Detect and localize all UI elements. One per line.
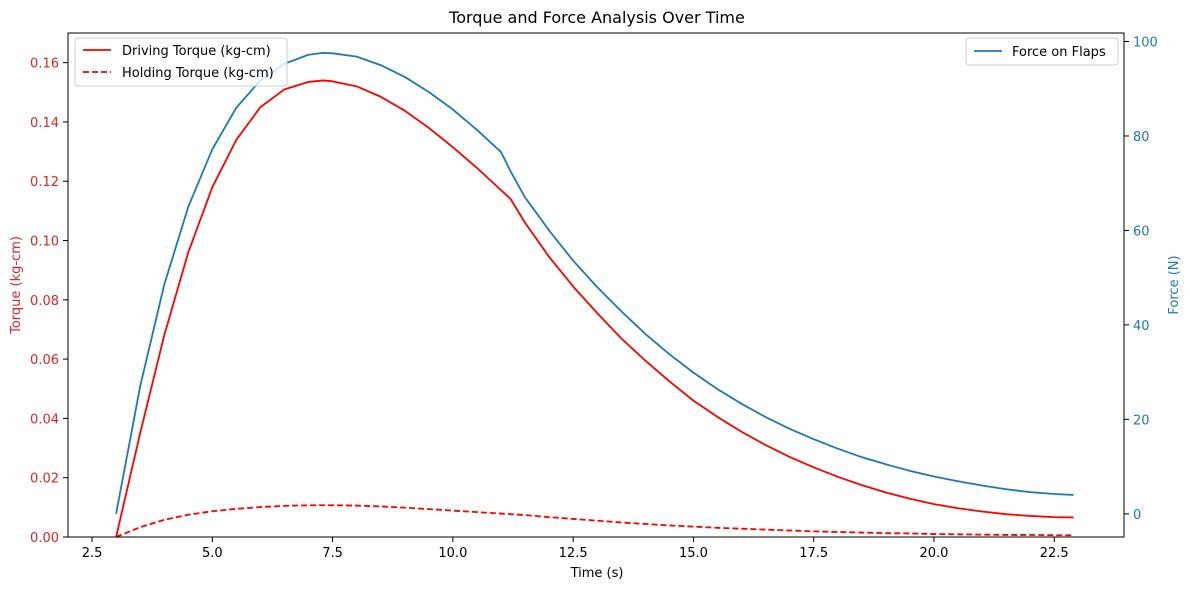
chart-title: Torque and Force Analysis Over Time	[448, 8, 745, 27]
right-y-tick-label: 80	[1133, 130, 1150, 145]
plot-frame	[67, 32, 1125, 538]
left-y-tick-label: 0.14	[30, 116, 59, 131]
x-tick-label: 2.5	[82, 546, 103, 561]
left-y-tick-label: 0.00	[30, 531, 59, 546]
x-tick-label: 15.0	[679, 546, 708, 561]
x-tick-label: 20.0	[919, 546, 948, 561]
right-y-tick-label: 20	[1133, 413, 1150, 428]
left-y-tick-label: 0.10	[30, 235, 59, 250]
left-y-tick-label: 0.16	[30, 57, 59, 72]
driving-torque-line	[115, 79, 1074, 538]
x-axis-label: Time (s)	[570, 566, 624, 581]
legend-driving-torque-label: Driving Torque (kg-cm)	[122, 44, 271, 59]
x-tick-label: 17.5	[799, 546, 828, 561]
right-y-tick-label: 60	[1133, 224, 1150, 239]
x-tick-label: 7.5	[322, 546, 343, 561]
holding-torque-line	[115, 504, 1074, 538]
right-y-tick-label: 40	[1133, 319, 1150, 334]
right-legend: Force on Flaps	[965, 37, 1119, 66]
left-y-tick-label: 0.06	[30, 353, 59, 368]
right-legend-box	[965, 37, 1119, 66]
right-y-axis-ticks: 0 20 40 60 80 100	[1124, 36, 1158, 523]
x-tick-label: 22.5	[1040, 546, 1069, 561]
left-legend: Driving Torque (kg-cm) Holding Torque (k…	[74, 37, 288, 87]
right-y-axis-label: Force (N)	[1167, 255, 1182, 314]
x-axis-ticks: 2.5 5.0 7.5 10.0 12.5 15.0 17.5 20.0 22.5	[82, 537, 1069, 561]
left-legend-box	[74, 37, 288, 87]
left-y-axis-ticks: 0.00 0.02 0.04 0.06 0.08 0.10 0.12 0.14 0.16	[30, 57, 68, 546]
legend-holding-torque-label: Holding Torque (kg-cm)	[122, 66, 274, 81]
x-tick-label: 12.5	[559, 546, 588, 561]
left-y-tick-label: 0.08	[30, 294, 59, 309]
right-y-tick-label: 100	[1133, 36, 1158, 51]
left-y-tick-label: 0.12	[30, 175, 59, 190]
legend-force-label: Force on Flaps	[1012, 45, 1106, 60]
right-y-tick-label: 0	[1133, 508, 1141, 523]
x-tick-label: 5.0	[202, 546, 223, 561]
left-y-axis-label: Torque (kg-cm)	[9, 236, 24, 335]
left-y-tick-label: 0.04	[30, 412, 59, 427]
x-tick-label: 10.0	[438, 546, 467, 561]
left-y-tick-label: 0.02	[30, 472, 59, 487]
